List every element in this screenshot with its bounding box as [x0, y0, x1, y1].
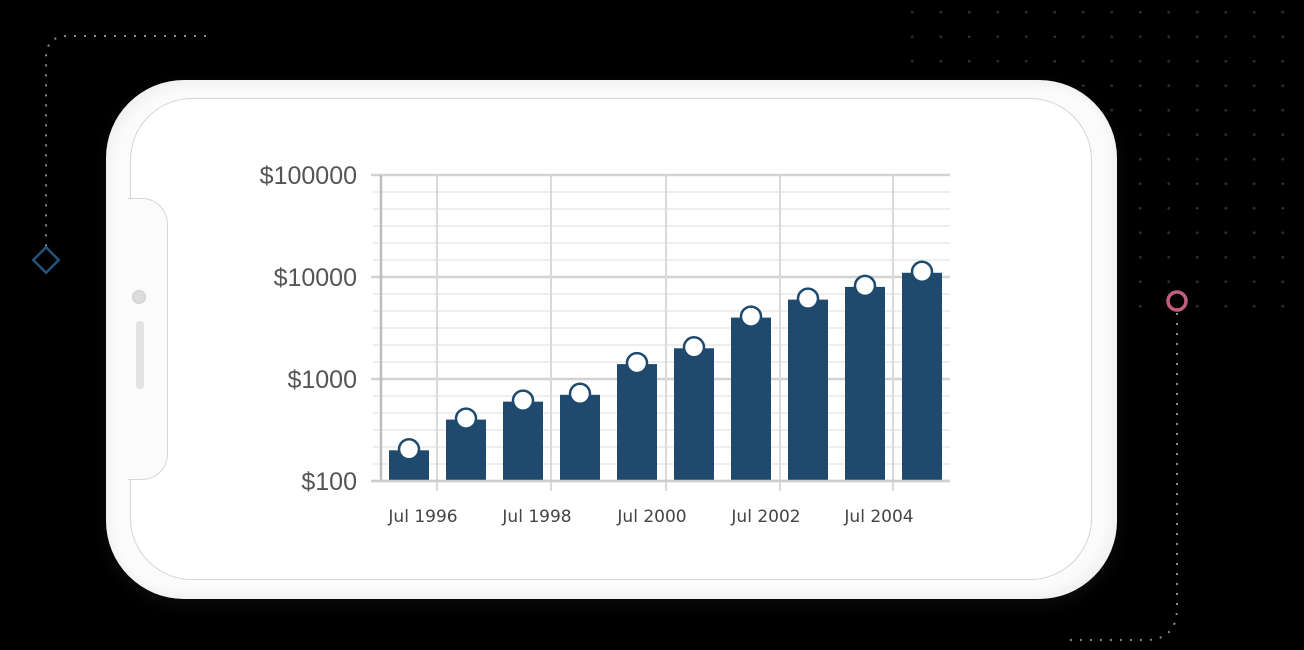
ring-icon	[1166, 290, 1188, 312]
data-point-marker[interactable]	[682, 336, 706, 359]
data-point-marker[interactable]	[454, 407, 478, 430]
data-point-marker[interactable]	[796, 287, 820, 310]
bar-2001[interactable]	[674, 348, 714, 480]
data-point-marker[interactable]	[739, 305, 763, 328]
data-point-marker[interactable]	[397, 438, 421, 461]
chart-bars	[389, 260, 942, 480]
data-point-marker[interactable]	[853, 274, 877, 298]
data-point-marker[interactable]	[568, 382, 592, 406]
chart-axes	[371, 175, 950, 483]
y-axis-labels: $100 $1000 $10000 $100000	[260, 162, 357, 496]
speaker-grille	[136, 321, 144, 389]
x-tick-label: Jul 2000	[616, 507, 686, 527]
x-tick-label: Jul 2002	[730, 507, 800, 527]
bar-2000[interactable]	[617, 364, 657, 480]
diamond-icon	[31, 245, 61, 275]
y-tick-label: $10000	[274, 264, 357, 292]
y-tick-label: $100	[301, 468, 357, 496]
x-tick-label: Jul 1998	[501, 507, 571, 527]
right-dotted-connector	[1066, 313, 1178, 641]
bar-1998[interactable]	[503, 401, 543, 480]
bar-2002[interactable]	[731, 317, 771, 480]
y-tick-label: $1000	[287, 366, 357, 394]
data-point-marker[interactable]	[511, 389, 535, 412]
x-tick-label: Jul 2004	[843, 507, 913, 527]
y-tick-label: $100000	[260, 162, 357, 190]
bar-2005[interactable]	[902, 272, 942, 480]
data-point-marker[interactable]	[625, 351, 649, 375]
camera-icon	[132, 290, 146, 304]
x-axis-labels: Jul 1996 Jul 1998 Jul 2000 Jul 2002 Jul 2004	[387, 507, 913, 527]
bar-2004[interactable]	[845, 286, 885, 480]
phone-frame	[106, 80, 1117, 599]
bar-2003[interactable]	[788, 299, 828, 480]
bar-1999[interactable]	[560, 394, 600, 480]
x-tick-label: Jul 1996	[387, 507, 457, 527]
data-point-marker[interactable]	[910, 260, 934, 284]
